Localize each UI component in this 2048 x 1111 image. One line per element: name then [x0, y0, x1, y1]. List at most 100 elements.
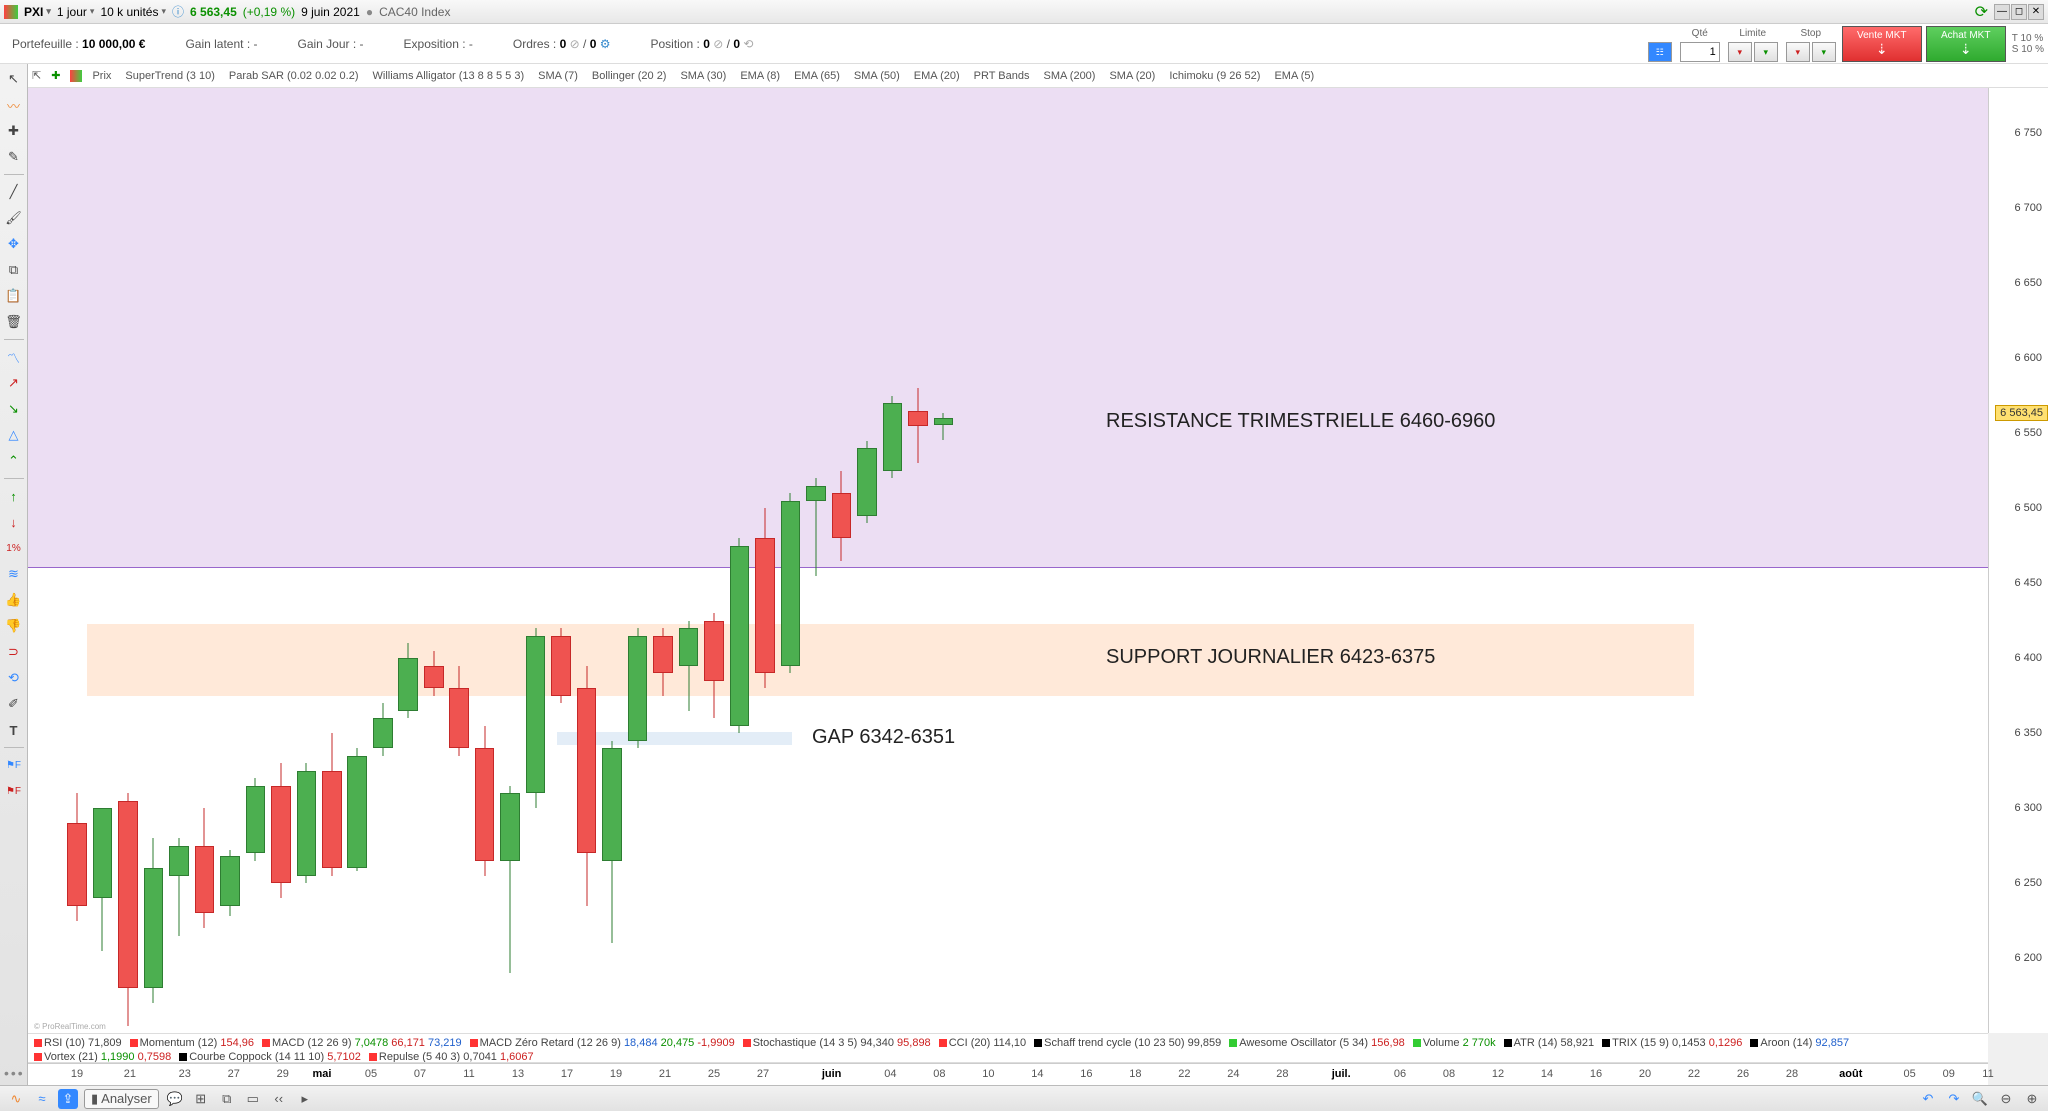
candle[interactable]: [398, 643, 418, 718]
calendar-button[interactable]: ☷: [1648, 42, 1672, 62]
chart-canvas[interactable]: © ProRealTime.com RESISTANCE TRIMESTRIEL…: [28, 88, 1988, 1033]
candle[interactable]: [653, 628, 673, 696]
up-arrow-tool[interactable]: ↑: [3, 485, 25, 507]
candle[interactable]: [169, 838, 189, 936]
edit-tool[interactable]: ✐: [3, 693, 25, 715]
timeframe-dropdown[interactable]: 1 jour: [57, 5, 95, 19]
play-tool[interactable]: ▸: [295, 1089, 315, 1109]
indicator-item[interactable]: Repulse (5 40 3) 0,7041 1,6067: [369, 1050, 534, 1063]
indicator-item[interactable]: Momentum (12) 154,96: [130, 1036, 254, 1050]
indicator-item[interactable]: EMA (8): [740, 70, 780, 82]
stop-buy-button[interactable]: ▾: [1812, 42, 1836, 62]
brush-tool[interactable]: 🖌: [3, 207, 25, 229]
candle[interactable]: [195, 808, 215, 928]
indicator-item[interactable]: RSI (10) 71,809: [34, 1036, 122, 1050]
candle[interactable]: [883, 396, 903, 479]
candle[interactable]: [806, 478, 826, 576]
candle[interactable]: [424, 651, 444, 696]
redo-tool[interactable]: ↷: [1944, 1089, 1964, 1109]
x-axis[interactable]: 1921232729mai050711131719212527juin04081…: [28, 1063, 1988, 1085]
zoom-out-tool[interactable]: ⊖: [1996, 1089, 2016, 1109]
close-button[interactable]: ✕: [2028, 4, 2044, 20]
candle[interactable]: [755, 508, 775, 688]
minimize-button[interactable]: —: [1994, 4, 2010, 20]
indicator-item[interactable]: MACD Zéro Retard (12 26 9) 18,484 20,475…: [470, 1036, 735, 1050]
zoom-in-tool[interactable]: ⊕: [2022, 1089, 2042, 1109]
arrow-up-tool[interactable]: ↗: [3, 372, 25, 394]
indicator-item[interactable]: TRIX (15 9) 0,1453 0,1296: [1602, 1036, 1742, 1050]
lasso-tool[interactable]: 〰: [3, 94, 25, 116]
candle[interactable]: [373, 703, 393, 756]
analyser-button[interactable]: ▮Analyser: [84, 1089, 159, 1109]
candle[interactable]: [144, 838, 164, 1003]
indicator-item[interactable]: EMA (5): [1274, 70, 1314, 82]
indicator-item[interactable]: SuperTrend (3 10): [125, 70, 214, 82]
indicator-item[interactable]: Parab SAR (0.02 0.02 0.2): [229, 70, 359, 82]
trash-tool[interactable]: 🗑: [3, 311, 25, 333]
candle[interactable]: [246, 778, 266, 861]
layers-tool[interactable]: ⧉: [217, 1089, 237, 1109]
indicator-item[interactable]: EMA (20): [914, 70, 960, 82]
indicator-item[interactable]: SMA (30): [680, 70, 726, 82]
prev-tool[interactable]: ‹‹: [269, 1089, 289, 1109]
stop-sell-button[interactable]: ▾: [1786, 42, 1810, 62]
chat-tool[interactable]: 💬: [165, 1089, 185, 1109]
y-axis[interactable]: 6 2006 2506 3006 3506 4006 4506 5006 550…: [1988, 88, 2048, 1033]
magnet-tool[interactable]: ⊃: [3, 641, 25, 663]
cursor-tool[interactable]: ↖: [3, 68, 25, 90]
share-tool[interactable]: ⇪: [58, 1089, 78, 1109]
candle[interactable]: [934, 413, 954, 440]
symbol-dropdown[interactable]: PXI: [24, 5, 51, 19]
percent-tool[interactable]: 1%: [3, 537, 25, 559]
candle[interactable]: [730, 538, 750, 733]
indicator-item[interactable]: MACD (12 26 9) 7,0478 66,171 73,219: [262, 1036, 462, 1050]
copy-tool[interactable]: ⧉: [3, 259, 25, 281]
triangle-tool[interactable]: △: [3, 424, 25, 446]
indicator-item[interactable]: Bollinger (20 2): [592, 70, 667, 82]
indicator-item[interactable]: CCI (20) 114,10: [939, 1036, 1026, 1050]
qty-input[interactable]: [1680, 42, 1720, 62]
candle[interactable]: [475, 726, 495, 876]
detach-icon[interactable]: ⇱: [32, 69, 41, 82]
candle[interactable]: [679, 621, 699, 711]
indicator-item[interactable]: EMA (65): [794, 70, 840, 82]
indicator-item[interactable]: SMA (7): [538, 70, 578, 82]
move-tool[interactable]: ✥: [3, 233, 25, 255]
candle[interactable]: [704, 613, 724, 718]
candle[interactable]: [577, 666, 597, 906]
indicator-item[interactable]: SMA (20): [1109, 70, 1155, 82]
wave-tool[interactable]: ≋: [3, 563, 25, 585]
candle[interactable]: [857, 441, 877, 524]
indicator-item[interactable]: Stochastique (14 3 5) 94,340 95,898: [743, 1036, 931, 1050]
candle[interactable]: [526, 628, 546, 808]
chart-style-tool[interactable]: ≈: [32, 1089, 52, 1109]
thumbs-up-tool[interactable]: 👍: [3, 589, 25, 611]
units-dropdown[interactable]: 10 k unités: [100, 5, 166, 19]
chart-area[interactable]: © ProRealTime.com RESISTANCE TRIMESTRIEL…: [28, 88, 2048, 1033]
indicator-item[interactable]: Prix: [92, 70, 111, 82]
candle[interactable]: [322, 733, 342, 876]
indicator-item[interactable]: Aroon (14) 92,857: [1750, 1036, 1849, 1050]
indicator-item[interactable]: SMA (200): [1044, 70, 1096, 82]
candle[interactable]: [908, 388, 928, 463]
pen-tool[interactable]: ✎: [3, 146, 25, 168]
template-tool[interactable]: ▭: [243, 1089, 263, 1109]
candle[interactable]: [628, 628, 648, 748]
refresh-icon[interactable]: ⟳: [1975, 2, 1988, 22]
crosshair-tool[interactable]: ✚: [3, 120, 25, 142]
flag2-tool[interactable]: ⚑F: [3, 780, 25, 802]
candle[interactable]: [832, 471, 852, 561]
grid-tool[interactable]: ⊞: [191, 1089, 211, 1109]
indicator-item[interactable]: Courbe Coppock (14 11 10) 5,7102: [179, 1050, 361, 1063]
indicator-item[interactable]: Williams Alligator (13 8 8 5 5 3): [373, 70, 525, 82]
candle[interactable]: [297, 763, 317, 883]
achat-mkt-button[interactable]: Achat MKT⇣: [1926, 26, 2006, 62]
text-tool[interactable]: T: [3, 719, 25, 741]
paste-tool[interactable]: 📋: [3, 285, 25, 307]
undo-tool[interactable]: ↶: [1918, 1089, 1938, 1109]
down-arrow-tool[interactable]: ↓: [3, 511, 25, 533]
chart-type-tool[interactable]: ∿: [6, 1089, 26, 1109]
limite-buy-button[interactable]: ▾: [1754, 42, 1778, 62]
thumbs-down-tool[interactable]: 👎: [3, 615, 25, 637]
candle[interactable]: [67, 793, 87, 921]
